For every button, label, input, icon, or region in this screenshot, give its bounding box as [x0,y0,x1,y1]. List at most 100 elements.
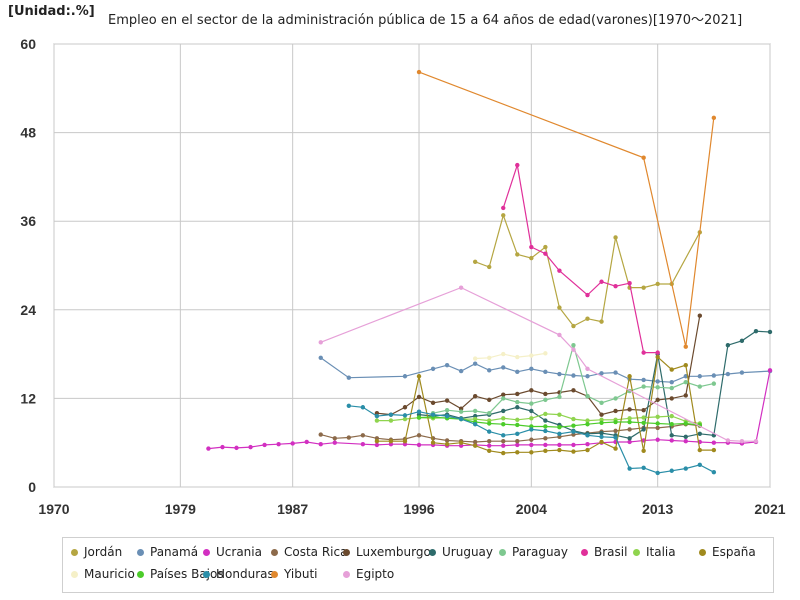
data-point-luxemburgo [543,391,548,397]
data-point-ucrania [206,446,211,451]
data-point-ucrania [487,443,492,448]
data-point-panama [543,369,548,375]
data-point-honduras [627,466,632,471]
data-point-paraguay [669,385,674,391]
data-point-honduras [557,431,562,437]
series-egipto [318,285,759,444]
data-point-uruguay [767,329,773,335]
data-point-paises-bajos [585,422,590,427]
data-point-costa-rica [529,437,534,442]
data-point-ucrania [248,444,253,450]
data-point-jordan [501,213,506,218]
data-point-espana [599,439,604,445]
data-point-ucrania [374,442,380,448]
data-point-honduras [501,433,506,438]
data-point-italia [388,418,394,423]
data-point-panama [515,369,520,375]
data-point-paraguay [585,393,590,399]
legend-item: Mauricio [71,567,135,581]
data-point-panama [585,374,590,379]
data-point-egipto [585,366,590,372]
series-line-egipto [320,286,756,442]
legend-swatch [581,548,588,556]
data-point-italia [557,412,562,417]
data-point-honduras [697,462,703,468]
data-point-honduras [402,413,408,418]
data-point-italia [515,417,520,423]
data-point-italia [571,416,576,422]
data-point-paraguay [641,384,646,389]
data-point-panama [613,370,618,375]
data-point-brasil [641,350,646,355]
legend-label: Ucrania [216,545,262,559]
data-point-espana [501,450,506,456]
legend-swatch [699,548,706,556]
data-point-paraguay [458,409,464,414]
legend-swatch [137,548,144,556]
data-point-costa-rica [627,427,632,432]
data-point-costa-rica [332,436,337,441]
data-point-panama [529,366,534,372]
data-point-italia [585,418,590,423]
data-point-panama [725,371,731,377]
data-point-italia [374,418,380,423]
data-point-ucrania [767,368,773,373]
legend-swatch [71,570,78,578]
data-point-egipto [318,340,323,345]
data-point-honduras [388,412,394,417]
data-point-paraguay [683,379,688,385]
data-point-luxemburgo [416,394,422,400]
legend-label: Egipto [356,567,395,581]
data-point-ucrania [515,442,520,448]
legend-swatch [429,548,436,556]
data-point-paises-bajos [627,419,632,425]
series-line-paraguay [432,342,714,414]
data-point-honduras [669,468,674,473]
series-line-costa-rica [320,423,700,443]
data-point-ucrania [501,443,506,448]
data-point-jordan [529,255,534,261]
data-point-ucrania [585,441,590,447]
series-brasil [501,162,660,355]
data-point-panama [571,373,576,378]
legend-swatch [203,570,210,578]
data-point-uruguay [739,338,745,344]
data-point-paises-bajos [613,419,618,425]
x-tick-label: 2021 [754,501,785,517]
data-point-honduras [374,413,380,419]
series-ucrania [206,368,773,451]
y-tick-label: 36 [20,213,36,229]
data-point-honduras [430,412,436,417]
data-point-panama [472,361,478,366]
series-line-yibuti [418,71,715,347]
data-point-paises-bajos [501,422,506,427]
data-point-italia [529,416,534,421]
data-point-paises-bajos [571,423,576,428]
data-point-jordan [472,259,478,265]
data-point-paraguay [515,399,520,405]
data-point-ucrania [290,441,295,446]
data-point-paises-bajos [655,421,660,426]
legend-item: Italia [633,545,676,559]
data-point-costa-rica [318,432,323,437]
data-point-luxemburgo [571,388,576,393]
data-point-ucrania [262,442,267,448]
data-point-luxemburgo [697,313,703,318]
legend-label: Luxemburgo [356,545,431,559]
legend-label: Panamá [150,545,199,559]
data-point-uruguay [501,408,506,414]
unit-label: [Unidad:.%] [8,4,95,19]
data-point-espana [374,439,380,444]
data-point-honduras [416,409,422,414]
data-point-paraguay [711,381,717,386]
data-point-luxemburgo [599,412,604,417]
legend-item: Uruguay [429,545,493,559]
data-point-honduras [711,470,717,475]
legend-item: Costa Rica [271,545,347,559]
data-point-honduras [346,403,352,408]
data-point-uruguay [669,433,674,438]
x-tick-label: 1979 [165,501,196,517]
data-point-italia [669,413,674,419]
data-point-mauricio [501,351,506,357]
y-tick-label: 0 [28,479,36,495]
